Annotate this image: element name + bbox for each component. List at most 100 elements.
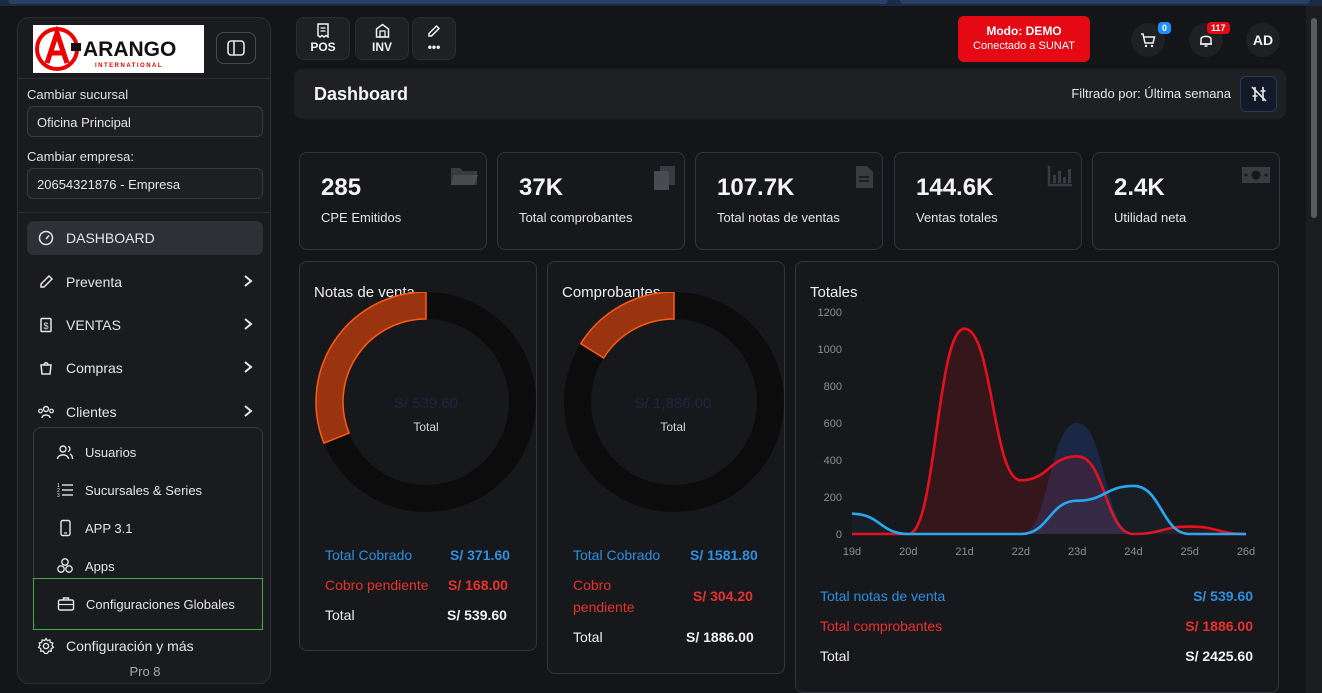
kpi-label: Ventas totales [916,210,998,225]
svg-text:1: 1 [57,483,60,489]
scrollbar-thumb[interactable] [1311,18,1317,218]
x-tick-label: 25d [1181,546,1199,558]
submenu-apps[interactable]: Apps [33,547,263,585]
kpi-card-ventas: 144.6K Ventas totales [894,152,1082,250]
page-title: Dashboard [314,84,409,104]
company-logo: ARANGO INTERNATIONAL [33,25,204,73]
series-line-1 [851,484,1246,536]
svg-text:INTERNATIONAL: INTERNATIONAL [95,63,163,69]
bar-chart-icon [1047,166,1072,187]
nav-clientes[interactable]: Clientes [27,395,263,429]
nav-configuracion[interactable]: Configuración y más [27,629,263,663]
y-tick-label: 200 [824,492,842,504]
series-area-2 [852,423,1246,534]
user-group-icon [56,443,74,461]
edit-icon [36,272,56,292]
nav-compras[interactable]: Compras [27,351,263,385]
chevron-right-icon [244,318,253,330]
comprobantes-donut-chart [564,292,784,512]
page-scrollbar[interactable] [1306,6,1322,693]
x-tick-label: 23d [1068,546,1086,558]
y-tick-label: 1000 [818,344,842,356]
donut-center-amount: S/ 539.60 [393,395,459,412]
nav-preventa[interactable]: Preventa [27,265,263,299]
card-title: Comprobantes [562,284,661,301]
receipt-icon [317,23,329,38]
chevron-right-icon [244,361,253,373]
pendiente-value: S/ 168.00 [448,577,508,593]
kpi-value: 144.6K [916,174,994,201]
filter-label: Filtrado por: Última semana [1071,86,1231,101]
notas-de-venta-card: Notas de venta S/ 539.60 Total Total Cob… [299,261,537,651]
sidebar-toggle-icon [227,40,245,56]
nav-ventas[interactable]: $ VENTAS [27,308,263,342]
svg-text:3: 3 [57,493,60,499]
series-area-0 [852,328,1246,534]
totales-card: Totales 0 200 400 600 800 1000 1200 19d 20d 21d 22… [795,261,1279,693]
filter-button[interactable] [1240,76,1277,112]
branch-label: Cambiar sucursal [27,87,129,102]
document-icon [856,166,873,188]
nav-label: Clientes [66,404,117,420]
inv-label: INV [371,40,392,54]
pendiente-label: Cobro pendiente [325,577,429,593]
y-tick-label: 400 [824,455,842,467]
sidebar: ARANGO INTERNATIONAL Cambiar sucursal Of… [17,17,271,684]
card-title: Totales [810,284,858,301]
notification-count-badge: 117 [1207,22,1230,34]
grand-total-label: Total [820,648,850,664]
kpi-value: 107.7K [717,174,795,201]
y-tick-label: 600 [824,418,842,430]
sidebar-collapse-button[interactable] [216,32,256,64]
divider [18,78,270,79]
donut-center: S/ 1,886.00 Total [603,395,743,434]
total-label: Total [573,629,603,645]
demo-mode-title: Modo: DEMO [986,24,1062,38]
demo-mode-banner[interactable]: Modo: DEMO Conectado a SUNAT [958,16,1090,62]
inv-button[interactable]: INV [355,17,409,60]
more-button[interactable]: ••• [412,17,456,60]
kpi-label: CPE Emitidos [321,210,402,225]
submenu-label: APP 3.1 [85,520,133,536]
nav-dashboard[interactable]: DASHBOARD [27,221,263,255]
nav-label: Compras [66,360,123,376]
money-icon [1242,167,1270,183]
gear-icon [36,636,56,656]
branch-select[interactable]: Oficina Principal [27,106,263,137]
totales-area-chart: 0 200 400 600 800 1000 1200 19d 20d 21d 22d 23d 24d 2… [818,307,1256,558]
settings-submenu [33,427,263,629]
submenu-usuarios[interactable]: Usuarios [33,433,263,471]
submenu-label: Sucursales & Series [85,482,203,498]
pos-button[interactable]: POS [296,17,350,60]
total-value: S/ 539.60 [447,607,507,623]
card-title: Notas de venta [314,284,415,301]
kpi-value: 2.4K [1114,174,1165,201]
svg-text:2: 2 [57,488,60,494]
divider [18,212,270,213]
cobrado-value: S/ 1581.80 [690,547,758,563]
submenu-label: Usuarios [85,444,137,460]
cart-count-badge: 0 [1158,22,1172,34]
demo-mode-subtitle: Conectado a SUNAT [973,40,1075,52]
donut-center-label: Total [413,420,439,434]
user-avatar[interactable]: AD [1246,23,1280,57]
bell-icon [1200,35,1212,47]
submenu-app[interactable]: APP 3.1 [33,509,263,547]
logo-text: ARANGO [83,38,176,61]
bag-icon [36,358,56,378]
submenu-configuraciones-globales[interactable]: Configuraciones Globales [33,578,263,630]
kpi-label: Total comprobantes [519,210,633,225]
nav-label: VENTAS [66,317,121,333]
warehouse-icon [375,23,389,38]
more-label: ••• [427,39,441,54]
cobrado-label: Total Cobrado [573,547,661,563]
total-value: S/ 1886.00 [686,629,754,645]
kpi-label: Utilidad neta [1114,210,1187,225]
grand-total-value: S/ 2425.60 [1185,648,1253,664]
tab-strip [8,0,888,4]
company-select[interactable]: 20654321876 - Empresa [27,168,263,199]
kpi-value: 37K [519,174,564,201]
x-tick-label: 21d [955,546,973,558]
